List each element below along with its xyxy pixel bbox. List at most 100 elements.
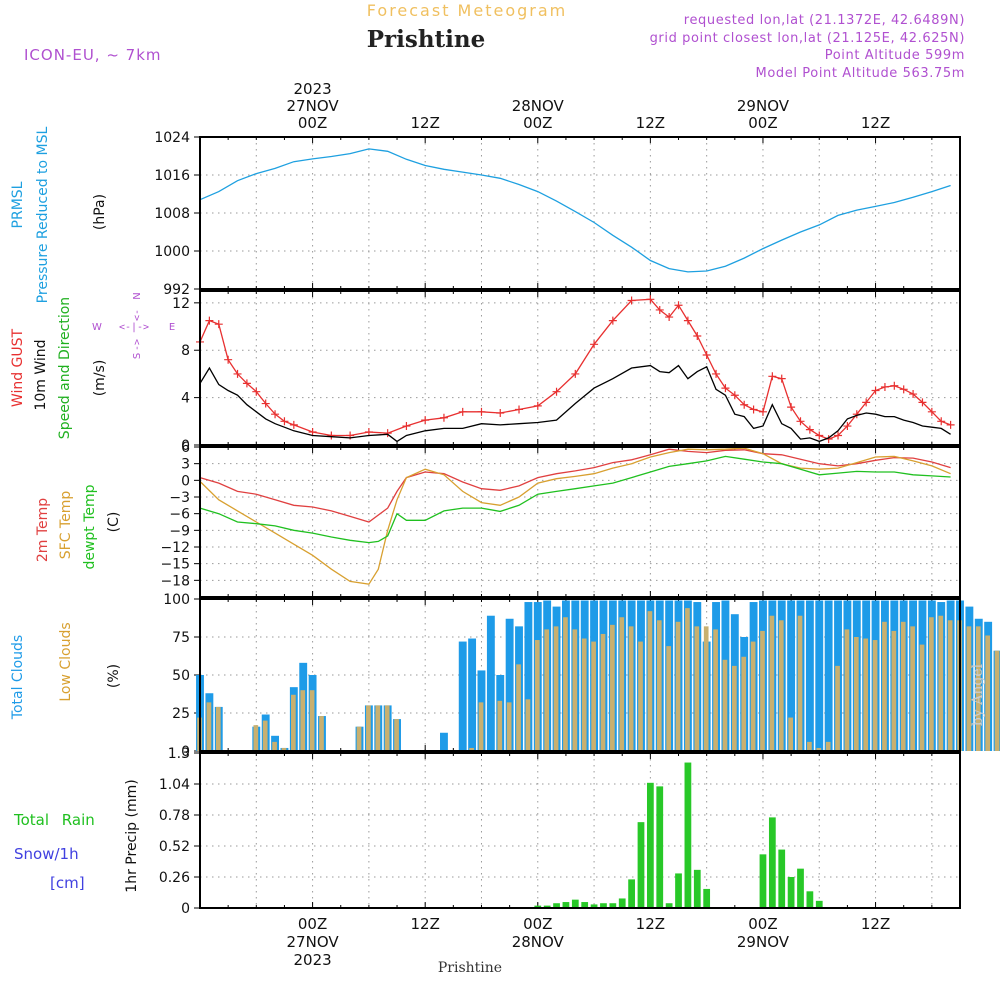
gust-marker [805,425,814,434]
y-tick-label: 1.3 [168,746,190,762]
low-cloud-bar [272,741,277,751]
wind-ylabel: Wind GUST 10m Wind Speed and Direction (… [10,297,108,439]
low-cloud-bar [797,615,803,751]
rain-bar [553,903,560,908]
gust-marker [815,431,824,440]
gust-marker [515,405,524,414]
compass-arrow-bottom: -> [132,339,143,351]
gust-marker [702,350,711,359]
low-cloud-bar [910,626,915,751]
low-cloud-bar [215,706,221,751]
gust-marker [674,301,683,310]
low-cloud-bar [882,621,887,751]
top-time-label: 29NOV [737,97,790,115]
clouds-panel: 100 75 50 25 0 [163,592,1000,760]
bottom-time-label: 12Z [636,915,665,933]
rain-bar [618,898,626,908]
rain-bar [665,903,673,908]
compass-w: W [92,322,102,333]
sfc-temp-line [199,447,951,585]
total-cloud-bar [468,638,477,751]
low-cloud-bar [713,629,718,751]
gust-marker [712,369,721,378]
gust-marker [655,305,664,314]
total-cloud-bar [524,602,533,751]
compass-e: E [169,322,175,333]
bottom-time-label: 00Z [298,915,327,933]
y-tick-label: 1024 [154,130,190,146]
low-cloud-bar [544,629,550,751]
bottom-time-label: 12Z [410,915,439,933]
top-time-label: 12Z [636,114,665,132]
low-cloud-bar [675,621,681,751]
y-tick-label: −15 [160,557,190,573]
rain-bar [703,888,711,908]
y-tick-label: 50 [172,668,190,684]
low-cloud-bar [506,702,512,751]
gust-marker [777,374,786,383]
y-tick-label: 8 [181,343,190,359]
compass-arrow-top: <- [132,309,143,321]
y-tick-label: 1008 [154,206,190,222]
point-altitude: Point Altitude 599m [825,48,965,63]
y-tick-label: 0 [181,901,190,917]
gust-marker [533,401,542,410]
gust-marker [205,316,214,325]
dewpt-line [199,455,951,544]
gust-marker [937,417,946,426]
model-altitude: Model Point Altitude 563.75m [756,66,965,81]
gust-marker [552,387,561,396]
total-cloud-bar [440,732,448,751]
low-cloud-bar [516,664,521,751]
y-tick-label: 0.78 [159,808,190,824]
bottom-time-label: 29NOV [737,933,790,951]
low-cloud-bar [947,620,953,751]
bottom-time-label: 28NOV [512,933,565,951]
gust-marker [224,355,233,364]
rain-bar [609,903,617,908]
low-cloud-bar [525,699,531,751]
gust-marker [693,332,702,341]
chart-title: Forecast Meteogram [367,1,567,20]
low-cloud-bar [394,719,399,751]
gust-marker [214,320,223,329]
y-tick-label: 1.04 [159,777,190,793]
gust-marker [271,410,280,419]
low-cloud-bar [291,694,296,751]
low-cloud-bar [966,626,972,751]
gust-marker [364,427,373,436]
gust-marker [918,398,927,407]
footer-location: Prishtine [438,960,502,976]
rain-bar [768,817,776,908]
low-cloud-bar [975,626,981,751]
rain-bar [646,782,654,908]
panel-frame-top [199,290,961,446]
compass-s: S [132,353,143,359]
rain-bar [534,905,542,908]
top-time-label: 28NOV [512,97,565,115]
low-cloud-bar [581,638,587,751]
low-cloud-bar [816,747,822,751]
total-cloud-bar [787,600,796,751]
rain-bar [675,873,682,908]
low-cloud-bar [206,702,212,751]
rain-bar [571,899,579,908]
panel-frame-top [199,752,961,909]
y-tick-label: −12 [160,540,190,556]
gust-marker [233,369,242,378]
rain-bar [590,904,598,908]
gust-marker [402,422,411,431]
low-cloud-bar [375,705,381,751]
requested-coords: requested lon,lat (21.1372E, 42.6489N) [684,13,965,28]
pressure-ylabel: PRMSL Pressure Reduced to MSL (hPa) [10,126,108,303]
temperature-ylabel: 2m Temp SFC Temp dewpt Temp (C) [35,484,122,569]
gust-marker [683,316,692,325]
total-cloud-bar [505,618,514,751]
gust-marker [862,398,871,407]
low-cloud-bar [778,620,784,751]
top-time-label: 00Z [748,114,777,132]
gust-marker [608,316,617,325]
total-cloud-bar [815,600,824,751]
